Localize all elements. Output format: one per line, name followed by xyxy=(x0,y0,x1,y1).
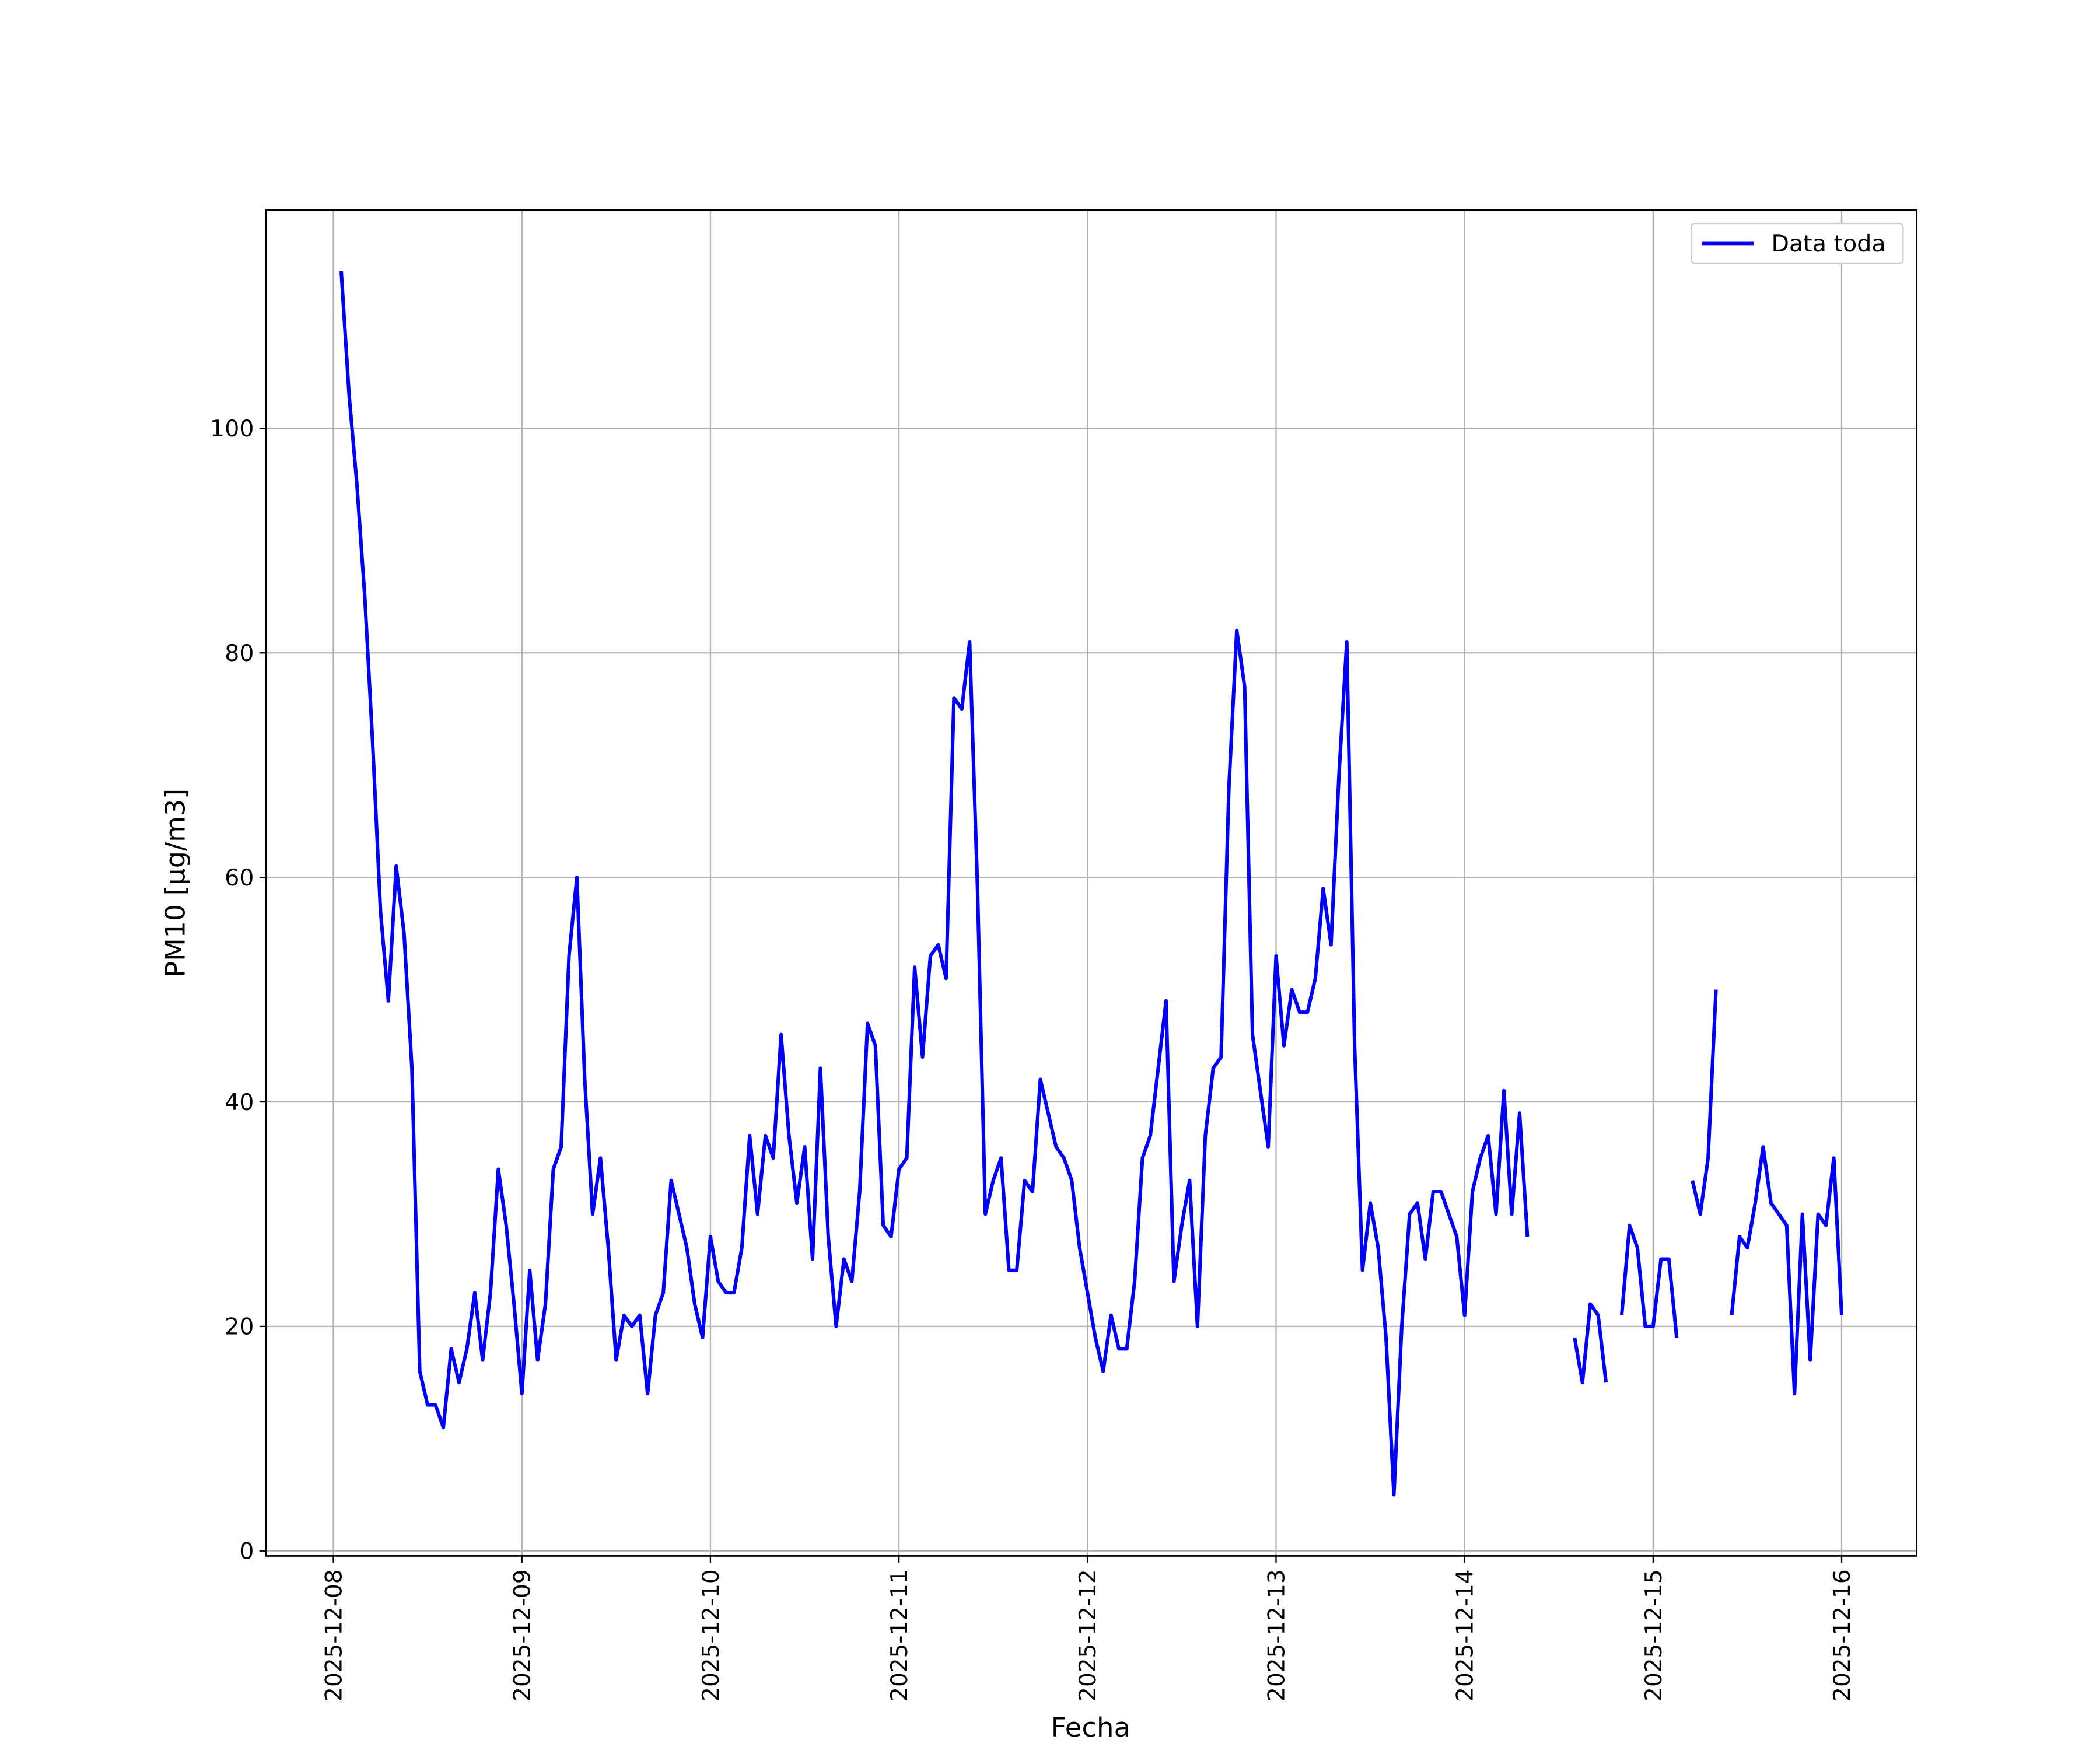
x-tick-label: 2025-12-10 xyxy=(698,1569,724,1701)
x-tick-label: 2025-12-14 xyxy=(1452,1569,1478,1701)
y-tick-label: 100 xyxy=(210,416,254,442)
legend-label: Data toda xyxy=(1771,231,1885,257)
y-tick-label: 60 xyxy=(225,865,254,891)
x-tick-label: 2025-12-16 xyxy=(1829,1569,1856,1701)
y-tick-label: 0 xyxy=(239,1539,254,1565)
x-tick-label: 2025-12-13 xyxy=(1264,1569,1290,1701)
grid-layer xyxy=(266,210,1917,1556)
data-layer xyxy=(339,271,1844,1497)
data-line xyxy=(339,271,1844,1497)
x-axis-label: Fecha xyxy=(1051,1712,1131,1743)
y-tick-label: 80 xyxy=(225,640,254,667)
plot-frame xyxy=(265,209,1918,1557)
y-tick-label: 40 xyxy=(225,1090,254,1116)
x-tick-label: 2025-12-09 xyxy=(509,1569,536,1701)
legend: Data toda xyxy=(1690,222,1904,264)
legend-box xyxy=(1690,222,1904,264)
x-tick-label: 2025-12-08 xyxy=(321,1569,347,1701)
y-tick-label: 20 xyxy=(225,1314,254,1340)
x-tick-label: 2025-12-15 xyxy=(1641,1569,1667,1701)
y-axis-label: PM10 [μg/m3] xyxy=(159,789,191,978)
tick-layer: 0 20 40 60 80 100 2025-12-08 2025-12-09 2025-12-… xyxy=(210,416,1856,1701)
x-tick-label: 2025-12-12 xyxy=(1075,1569,1101,1701)
x-tick-label: 2025-12-11 xyxy=(887,1569,913,1701)
